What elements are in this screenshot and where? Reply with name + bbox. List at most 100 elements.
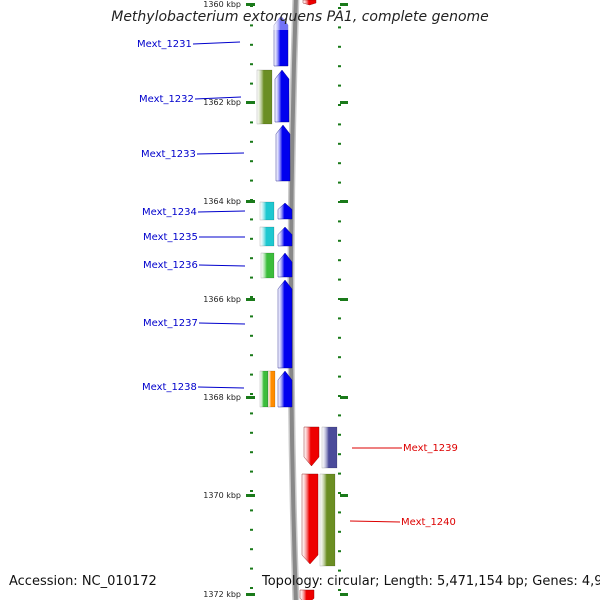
gene-label: Mext_1233 xyxy=(141,149,196,160)
map-title: Methylobacterium extorquens PA1, complet… xyxy=(111,9,489,25)
forward-gene-arrow xyxy=(277,279,293,369)
scale-major-tick-right xyxy=(340,593,348,596)
forward-gene-arrow xyxy=(273,15,289,67)
cog-category-box xyxy=(259,370,269,408)
scale-tick-right xyxy=(338,239,341,242)
gene-label: Mext_1237 xyxy=(143,318,198,329)
scale-tick-right xyxy=(338,375,341,378)
scale-tick-right xyxy=(338,589,341,591)
cog-category-box xyxy=(319,473,336,567)
scale-tick-right xyxy=(338,45,341,48)
scale-tick-right xyxy=(338,453,341,456)
forward-gene-arrow xyxy=(274,69,290,123)
reverse-gene-arrow xyxy=(302,0,317,6)
scale-tick-right xyxy=(338,472,341,475)
scale-tick-right xyxy=(338,104,341,106)
scale-tick-left xyxy=(250,179,253,182)
scale-tick-right xyxy=(338,317,341,320)
scale-tick-right xyxy=(338,84,341,87)
scale-tick-right xyxy=(338,65,341,68)
gene-label: Mext_1238 xyxy=(142,382,197,393)
cog-category-box xyxy=(259,226,275,247)
scale-tick-left xyxy=(250,160,253,163)
scale-tick-right xyxy=(338,26,341,29)
scale-tick-left xyxy=(250,373,253,376)
scale-label: 1362 kbp xyxy=(203,98,241,107)
scale-major-tick-right xyxy=(340,396,348,399)
scale-major-tick xyxy=(246,396,255,399)
scale-tick-left xyxy=(250,528,253,531)
scale-tick-left xyxy=(250,509,253,512)
scale-tick-left xyxy=(250,451,253,454)
gene-label: Mext_1232 xyxy=(139,94,194,105)
scale-major-tick xyxy=(246,298,255,301)
scale-tick-left xyxy=(250,315,253,318)
scale-tick-left xyxy=(250,587,253,589)
scale-tick-right xyxy=(338,511,341,514)
scale-tick-right xyxy=(338,162,341,165)
scale-tick-left xyxy=(250,412,253,415)
scale-tick-left xyxy=(250,237,253,240)
scale-tick-left xyxy=(250,431,253,434)
forward-gene-arrow xyxy=(275,124,291,182)
cog-category-box xyxy=(256,69,273,125)
scale-tick-right xyxy=(338,123,341,126)
gene-label: Mext_1231 xyxy=(137,39,192,50)
scale-tick-left xyxy=(250,354,253,357)
scale-major-tick xyxy=(246,200,255,203)
forward-gene-arrow xyxy=(277,202,293,220)
scale-tick-right xyxy=(338,7,341,9)
genome-summary-text: Topology: circular; Length: 5,471,154 bp… xyxy=(262,574,600,589)
scale-major-tick xyxy=(246,494,255,497)
scale-label: 1370 kbp xyxy=(203,491,241,500)
cog-category-box xyxy=(259,201,275,221)
scale-major-tick xyxy=(246,3,255,6)
gene-leader-line xyxy=(192,41,241,45)
scale-tick-left xyxy=(250,63,253,66)
scale-tick-left xyxy=(250,140,253,143)
accession-text: Accession: NC_010172 xyxy=(9,574,157,589)
gene-label: Mext_1239 xyxy=(403,443,458,454)
scale-major-tick-right xyxy=(340,494,348,497)
scale-tick-left xyxy=(250,257,253,260)
scale-tick-right xyxy=(338,142,341,145)
scale-label: 1372 kbp xyxy=(203,590,241,599)
gene-label: Mext_1234 xyxy=(142,207,197,218)
gene-leader-line xyxy=(197,210,246,213)
scale-tick-right xyxy=(338,569,341,572)
scale-tick-right xyxy=(338,395,341,397)
gene-label: Mext_1240 xyxy=(401,517,456,528)
gene-leader-line xyxy=(196,152,245,155)
forward-gene-arrow xyxy=(277,226,293,247)
scale-tick-right xyxy=(338,550,341,553)
scale-tick-left xyxy=(250,548,253,551)
scale-tick-right xyxy=(338,220,341,223)
scale-tick-left xyxy=(250,24,253,27)
gene-label: Mext_1236 xyxy=(143,260,198,271)
scale-tick-left xyxy=(250,490,253,492)
scale-tick-left xyxy=(250,393,253,395)
scale-major-tick xyxy=(246,101,255,104)
scale-major-tick-right xyxy=(340,298,348,301)
scale-tick-right xyxy=(338,356,341,359)
scale-major-tick-right xyxy=(340,101,348,104)
scale-major-tick-right xyxy=(340,200,348,203)
gene-leader-line xyxy=(349,520,401,523)
scale-tick-left xyxy=(250,567,253,570)
scale-major-tick xyxy=(246,593,255,596)
gene-leader-line xyxy=(197,386,245,389)
scale-tick-left xyxy=(250,121,253,124)
gene-leader-line xyxy=(194,96,242,100)
scale-tick-right xyxy=(338,414,341,417)
scale-tick-left xyxy=(250,334,253,337)
scale-tick-left xyxy=(250,296,253,298)
scale-tick-right xyxy=(338,336,341,339)
scale-tick-right xyxy=(338,259,341,262)
reverse-gene-arrow xyxy=(303,426,320,467)
reverse-gene-arrow xyxy=(299,589,315,600)
scale-label: 1368 kbp xyxy=(203,393,241,402)
gene-label: Mext_1235 xyxy=(143,232,198,243)
scale-label: 1364 kbp xyxy=(203,197,241,206)
scale-tick-left xyxy=(250,218,253,221)
scale-tick-right xyxy=(338,201,341,203)
